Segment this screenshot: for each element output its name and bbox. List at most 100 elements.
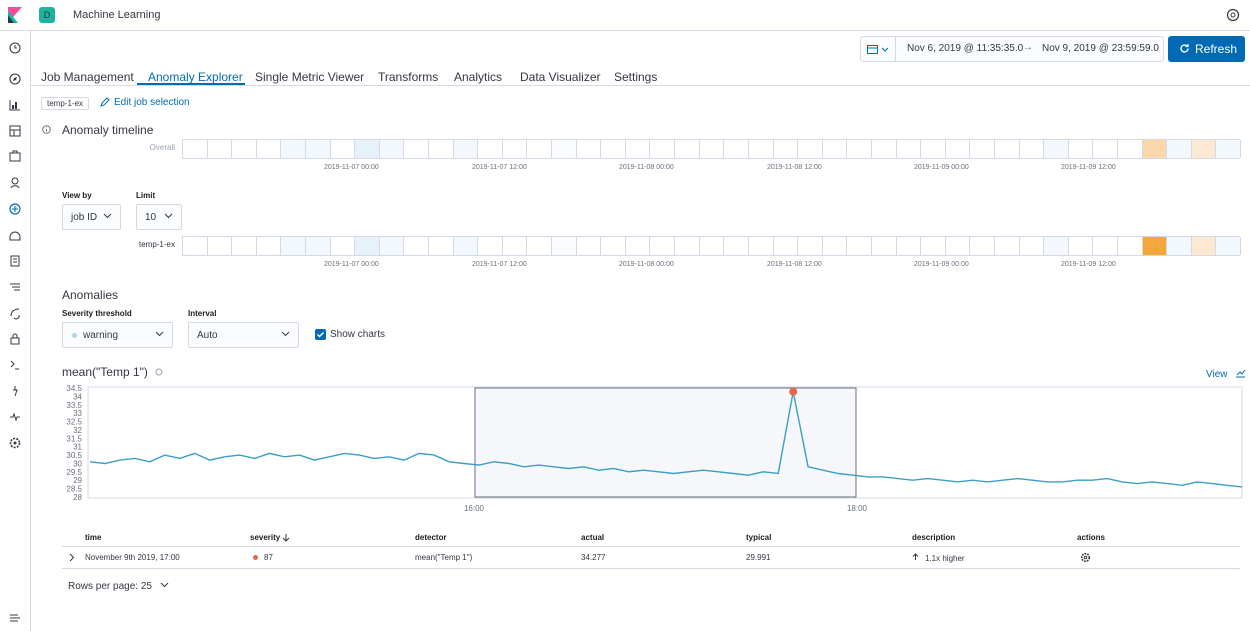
swimlane-cell[interactable]: [478, 140, 503, 158]
swimlane-cell[interactable]: [232, 140, 257, 158]
col-description[interactable]: description: [912, 533, 956, 542]
swimlane-cell[interactable]: [601, 237, 626, 255]
swimlane-cell[interactable]: [798, 140, 823, 158]
swimlane-cell[interactable]: [872, 237, 897, 255]
swimlane-cell[interactable]: [724, 140, 749, 158]
discover-icon[interactable]: [8, 72, 22, 86]
swimlane-cell[interactable]: [404, 140, 430, 158]
swimlane-cell[interactable]: [897, 140, 922, 158]
swimlane-cell[interactable]: [774, 140, 799, 158]
swimlane-cell[interactable]: [429, 237, 454, 255]
swimlane-cell[interactable]: [1044, 140, 1069, 158]
swimlane-cell[interactable]: [453, 237, 479, 255]
swimlane-cell[interactable]: [306, 140, 331, 158]
metric-chart[interactable]: 34.53433.53332.53231.53130.53029.52928.5…: [0, 380, 1250, 516]
col-severity[interactable]: severity: [250, 533, 290, 542]
swimlane-cell[interactable]: [946, 237, 971, 255]
swimlane-cell[interactable]: [650, 237, 676, 255]
swimlane-cell[interactable]: [208, 140, 233, 158]
swimlane-cell[interactable]: [724, 237, 749, 255]
swimlane-cell[interactable]: [601, 140, 626, 158]
collapse-nav-icon[interactable]: [8, 611, 22, 625]
edit-job-selection-link[interactable]: Edit job selection: [100, 97, 190, 108]
swimlane-cell[interactable]: [355, 237, 380, 255]
stack-monitoring-icon[interactable]: [8, 384, 22, 398]
swimlane-cell[interactable]: [331, 140, 356, 158]
swimlane-cell[interactable]: [183, 140, 208, 158]
job-swimlane[interactable]: [182, 236, 1241, 256]
swimlane-cell[interactable]: [1069, 140, 1094, 158]
swimlane-cell[interactable]: [946, 140, 971, 158]
rows-per-page-select[interactable]: Rows per page: 25: [68, 581, 169, 592]
swimlane-cell[interactable]: [995, 237, 1020, 255]
swimlane-cell[interactable]: [626, 237, 651, 255]
visualize-icon[interactable]: [8, 98, 22, 112]
end-date[interactable]: Nov 9, 2019 @ 23:59:59.0: [1042, 43, 1159, 54]
swimlane-cell[interactable]: [1020, 140, 1045, 158]
swimlane-cell[interactable]: [1191, 140, 1217, 158]
info-icon[interactable]: [155, 368, 163, 376]
heartbeat-icon[interactable]: [8, 410, 22, 424]
tab-transforms[interactable]: Transforms: [378, 70, 439, 84]
show-charts-checkbox[interactable]: [315, 329, 326, 340]
swimlane-cell[interactable]: [1020, 237, 1045, 255]
swimlane-cell[interactable]: [527, 140, 553, 158]
interval-select[interactable]: Auto: [188, 322, 299, 348]
swimlane-cell[interactable]: [1044, 237, 1069, 255]
swimlane-cell[interactable]: [823, 237, 848, 255]
canvas-icon[interactable]: [8, 150, 22, 164]
swimlane-cell[interactable]: [798, 237, 823, 255]
swimlane-cell[interactable]: [700, 237, 725, 255]
swimlane-cell[interactable]: [577, 237, 602, 255]
swimlane-cell[interactable]: [921, 140, 946, 158]
kibana-logo-icon[interactable]: [8, 7, 22, 23]
swimlane-cell[interactable]: [503, 140, 528, 158]
dev-tools-icon[interactable]: [8, 358, 22, 372]
swimlane-cell[interactable]: [1142, 237, 1168, 255]
selection-window[interactable]: [474, 387, 857, 498]
swimlane-cell[interactable]: [208, 237, 233, 255]
swimlane-cell[interactable]: [700, 140, 725, 158]
swimlane-cell[interactable]: [970, 237, 995, 255]
swimlane-cell[interactable]: [503, 237, 528, 255]
swimlane-cell[interactable]: [847, 140, 872, 158]
tab-settings[interactable]: Settings: [614, 70, 658, 84]
swimlane-cell[interactable]: [404, 237, 430, 255]
tab-job-management[interactable]: Job Management: [41, 70, 134, 84]
view-chart-link[interactable]: View: [1206, 368, 1246, 380]
col-detector[interactable]: detector: [415, 533, 447, 542]
swimlane-cell[interactable]: [552, 140, 577, 158]
swimlane-cell[interactable]: [675, 140, 700, 158]
swimlane-cell[interactable]: [626, 140, 651, 158]
uptime-icon[interactable]: [8, 306, 22, 320]
space-avatar[interactable]: D: [39, 7, 55, 23]
apm-icon[interactable]: [8, 280, 22, 294]
swimlane-cell[interactable]: [1142, 140, 1168, 158]
swimlane-cell[interactable]: [355, 140, 380, 158]
start-date[interactable]: Nov 6, 2019 @ 11:35:35.0: [907, 43, 1024, 54]
swimlane-cell[interactable]: [749, 140, 774, 158]
maps-icon[interactable]: [8, 176, 22, 190]
help-icon[interactable]: [1226, 8, 1240, 22]
swimlane-cell[interactable]: [577, 140, 602, 158]
recently-viewed-icon[interactable]: [8, 41, 22, 55]
anomaly-marker[interactable]: [789, 387, 798, 396]
swimlane-cell[interactable]: [774, 237, 799, 255]
swimlane-cell[interactable]: [650, 140, 676, 158]
info-icon[interactable]: [42, 125, 51, 134]
swimlane-cell[interactable]: [527, 237, 553, 255]
refresh-button[interactable]: Refresh: [1168, 36, 1245, 62]
swimlane-cell[interactable]: [1069, 237, 1094, 255]
swimlane-cell[interactable]: [306, 237, 331, 255]
swimlane-cell[interactable]: [823, 140, 848, 158]
swimlane-cell[interactable]: [921, 237, 946, 255]
tab-single-metric-viewer[interactable]: Single Metric Viewer: [255, 70, 365, 84]
col-typical[interactable]: typical: [746, 533, 772, 542]
swimlane-cell[interactable]: [1191, 237, 1217, 255]
overall-swimlane[interactable]: [182, 139, 1241, 159]
swimlane-cell[interactable]: [1118, 140, 1143, 158]
swimlane-cell[interactable]: [897, 237, 922, 255]
tab-anomaly-explorer[interactable]: Anomaly Explorer: [148, 70, 243, 84]
swimlane-cell[interactable]: [675, 237, 700, 255]
swimlane-cell[interactable]: [257, 140, 282, 158]
